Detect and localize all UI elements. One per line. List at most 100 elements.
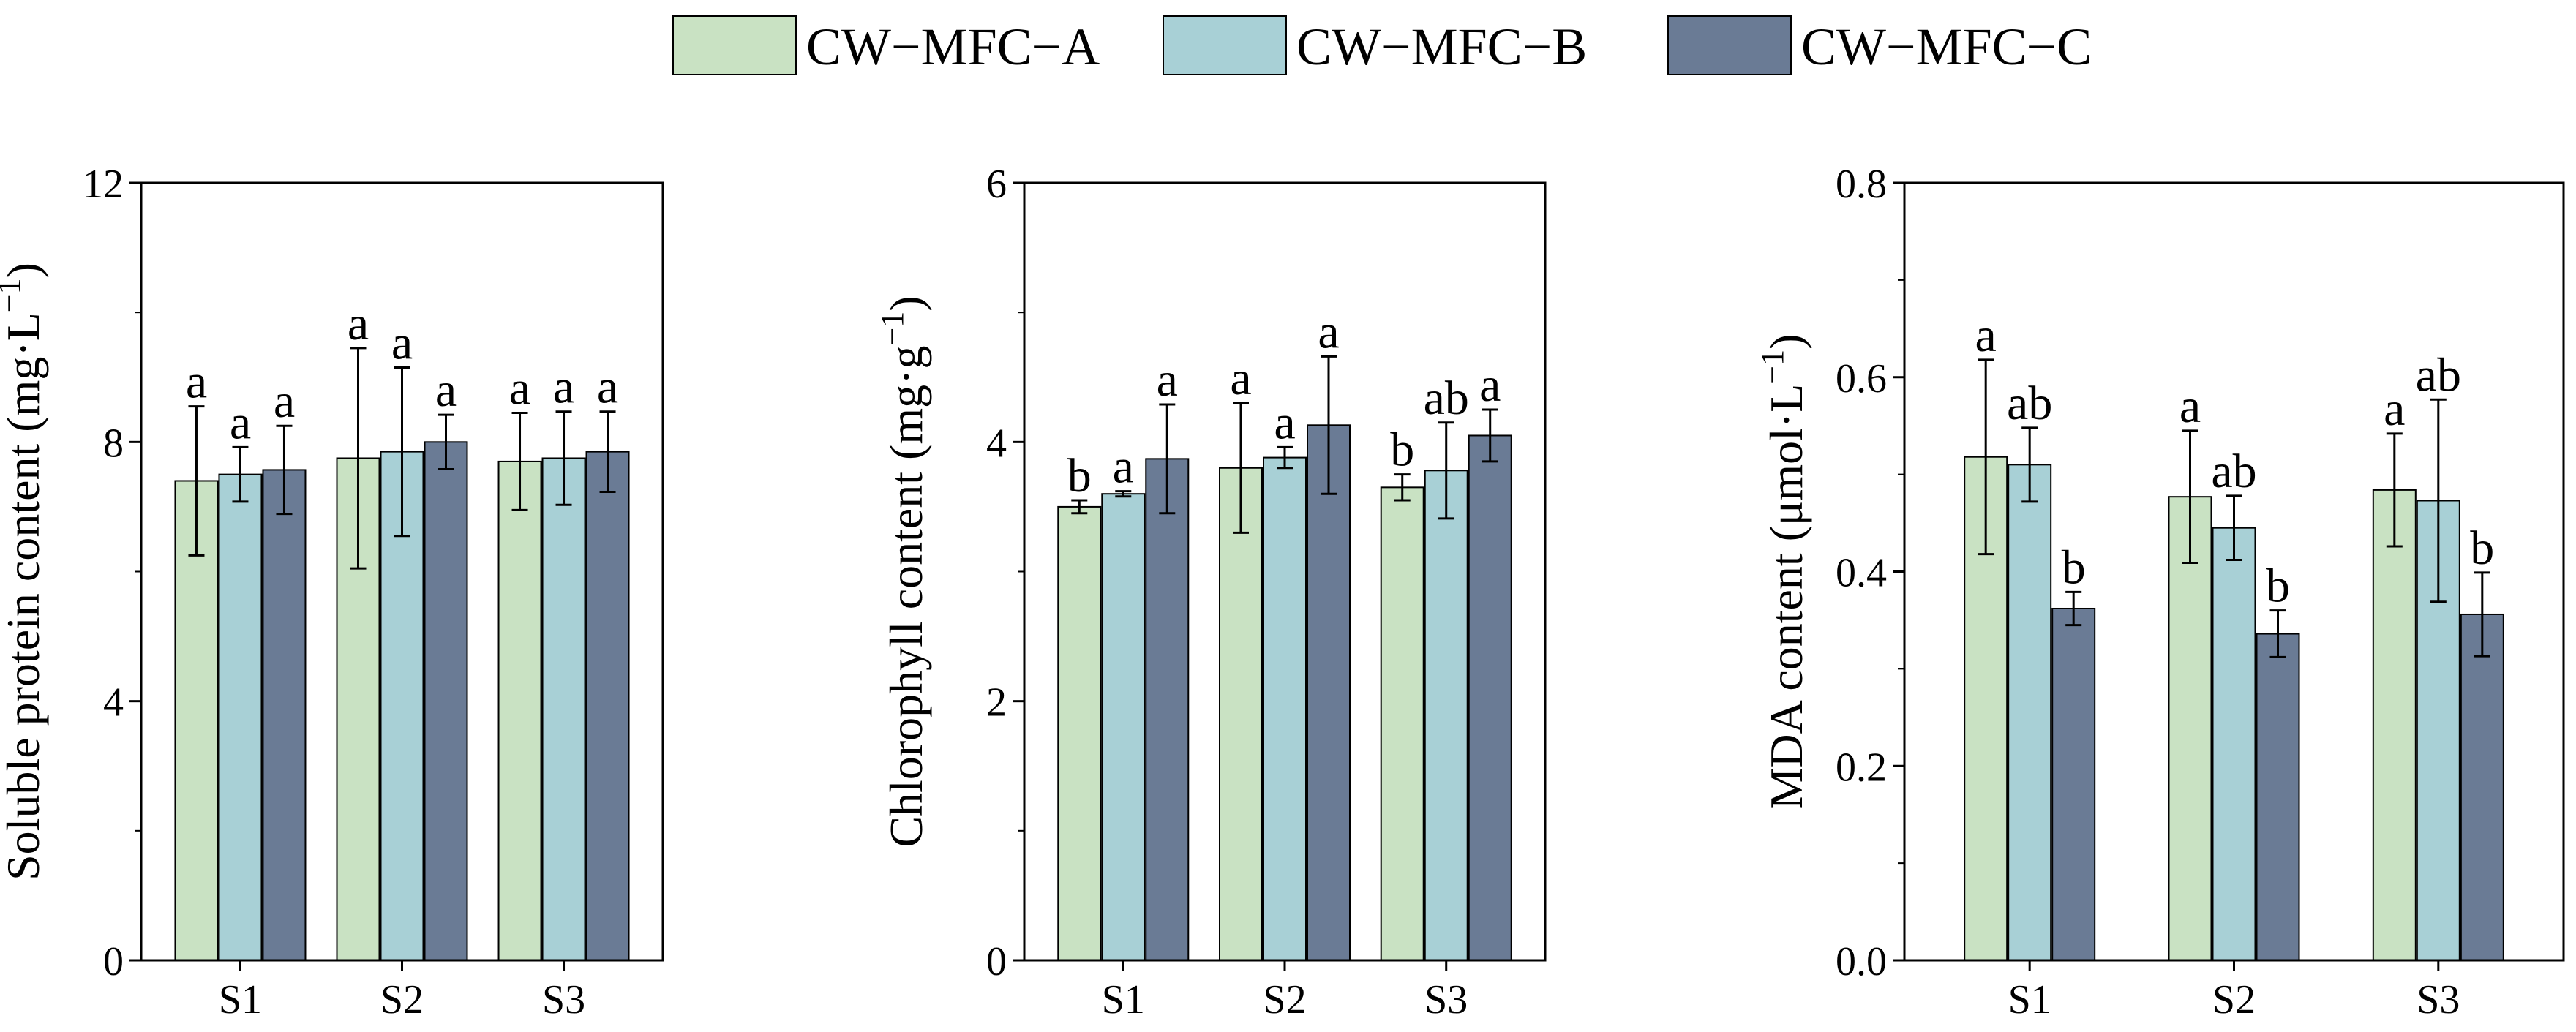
y-axis-label-main: Soluble protein content (mg·L (0, 312, 49, 881)
significance-label-p2-S2-series1: a (1230, 352, 1251, 405)
significance-label-p3-S1-series3: b (2062, 541, 2086, 594)
significance-label-p2-S1-series3: a (1157, 353, 1178, 407)
bar-p2-S1-series3 (1145, 458, 1190, 961)
significance-label-p1-S1-series3: a (274, 374, 295, 428)
bar-p2-S3-series3 (1468, 434, 1512, 961)
error-bar-p3-S1-series1 (1978, 358, 1994, 556)
bar-p2-S3-series1 (1380, 486, 1424, 961)
legend-label-2: CW−MFC−B (1296, 18, 1587, 76)
bar-p1-S3-series2 (541, 457, 586, 961)
bar-p1-S2-series3 (424, 441, 468, 961)
significance-label-p1-S2-series1: a (348, 297, 369, 350)
y-tick-label-p2-1: 2 (986, 680, 1007, 726)
significance-label-p1-S3-series2: a (553, 361, 574, 414)
y-tick-label-p1-0: 0 (103, 939, 124, 984)
plot-frame-p3 (1903, 181, 2565, 962)
significance-label-p3-S3-series2: ab (2416, 348, 2461, 402)
bar-p3-S1-series3 (2051, 607, 2096, 961)
x-tick-label-p1-S1: S1 (219, 977, 262, 1022)
plot-frame-p2 (1023, 181, 1547, 962)
y-tick-label-p2-0: 0 (986, 939, 1007, 984)
bar-p1-S3-series3 (585, 451, 630, 961)
significance-label-p3-S2-series3: b (2266, 560, 2290, 613)
y-tick-label-p1-1: 4 (103, 680, 124, 726)
y-axis-label-tail: ) (880, 295, 932, 311)
bar-p3-S1-series2 (2008, 464, 2052, 961)
significance-label-p2-S2-series2: a (1274, 396, 1295, 449)
significance-label-p2-S1-series1: b (1067, 449, 1092, 502)
y-axis-label-superscript: −1 (0, 278, 27, 312)
bar-p2-S3-series2 (1424, 470, 1468, 961)
x-tick-label-p2-S3: S3 (1424, 977, 1468, 1022)
legend-swatch-1 (672, 15, 797, 75)
legend-label-3: CW−MFC−C (1801, 18, 2092, 76)
y-tick-label-p2-3: 6 (986, 162, 1007, 207)
significance-label-p1-S2-series3: a (435, 364, 457, 417)
significance-label-p1-S1-series2: a (230, 396, 251, 449)
error-bar-p2-S1-series2 (1115, 490, 1132, 498)
x-tick-label-p2-S1: S1 (1102, 977, 1145, 1022)
bar-p3-S2-series2 (2212, 527, 2256, 961)
error-bar-p3-S1-series2 (2021, 426, 2038, 503)
error-bar-p3-S2-series3 (2269, 609, 2286, 658)
error-bar-p2-S3-series3 (1482, 408, 1498, 463)
error-bar-p1-S1-series3 (276, 424, 293, 516)
error-bar-p2-S3-series2 (1438, 421, 1454, 520)
significance-label-p1-S3-series3: a (597, 361, 618, 414)
y-tick-label-p3-1: 0.2 (1836, 745, 1887, 790)
bar-p1-S3-series1 (497, 460, 542, 961)
significance-label-p1-S1-series1: a (186, 355, 207, 409)
y-axis-label-main: MDA content (μmol·L (1760, 384, 1812, 810)
error-bar-p2-S1-series1 (1071, 499, 1088, 515)
y-axis-label-p1: Soluble protein content (mg·L−1) (0, 263, 49, 881)
x-tick-label-p3-S1: S1 (2008, 977, 2051, 1022)
error-bar-p3-S2-series1 (2182, 429, 2198, 565)
significance-label-p3-S3-series1: a (2384, 383, 2405, 436)
bar-p2-S2-series3 (1307, 424, 1351, 961)
y-tick-label-p1-2: 8 (103, 421, 124, 466)
error-bar-p1-S3-series1 (511, 411, 528, 511)
significance-label-p3-S1-series2: ab (2007, 377, 2052, 430)
legend-swatch-3 (1667, 15, 1792, 75)
error-bar-p2-S2-series3 (1321, 355, 1337, 495)
error-bar-p1-S2-series2 (394, 366, 410, 538)
y-axis-label-superscript: −1 (1754, 350, 1790, 384)
error-bar-p2-S2-series2 (1277, 445, 1293, 470)
error-bar-p3-S2-series2 (2226, 494, 2242, 562)
y-tick-label-p2-2: 4 (986, 421, 1007, 466)
error-bar-p3-S1-series3 (2065, 590, 2082, 627)
x-tick-label-p3-S3: S3 (2417, 977, 2460, 1022)
bar-p3-S3-series1 (2372, 489, 2417, 961)
bar-p2-S1-series1 (1057, 505, 1102, 961)
bar-p1-S1-series3 (262, 469, 307, 961)
significance-label-p3-S2-series2: ab (2211, 445, 2256, 498)
error-bar-p1-S2-series3 (438, 413, 454, 471)
legend: CW−MFC−A CW−MFC−B CW−MFC−C (672, 15, 2092, 76)
error-bar-p2-S2-series1 (1233, 402, 1249, 534)
x-tick-label-p2-S2: S2 (1263, 977, 1306, 1022)
bar-p2-S2-series2 (1263, 456, 1307, 961)
significance-label-p3-S2-series1: a (2179, 380, 2201, 433)
y-axis-label-tail: ) (0, 263, 49, 278)
x-tick-label-p1-S3: S3 (542, 977, 585, 1022)
x-tick-label-p1-S2: S2 (380, 977, 424, 1022)
y-tick-label-p3-0: 0.0 (1836, 939, 1887, 984)
significance-label-p3-S3-series3: b (2470, 521, 2494, 575)
legend-swatch-2 (1163, 15, 1287, 75)
y-axis-label-superscript: −1 (874, 312, 910, 346)
plot-frame-p1 (140, 181, 664, 962)
error-bar-p3-S3-series3 (2474, 571, 2490, 658)
significance-label-p1-S3-series1: a (509, 361, 530, 415)
bar-p1-S1-series2 (218, 473, 263, 961)
error-bar-p3-S3-series1 (2386, 432, 2403, 548)
error-bar-p2-S3-series1 (1394, 473, 1411, 502)
error-bar-p2-S1-series3 (1159, 403, 1176, 515)
error-bar-p1-S3-series2 (555, 410, 572, 506)
error-bar-p3-S3-series2 (2430, 398, 2447, 603)
y-tick-label-p3-2: 0.4 (1836, 551, 1887, 596)
